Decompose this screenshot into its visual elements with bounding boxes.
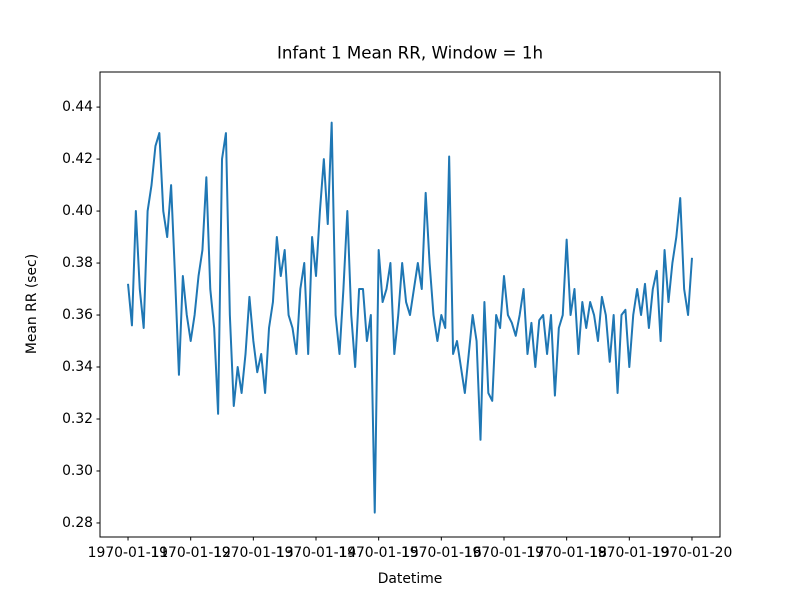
y-tick-label: 0.28 (62, 515, 93, 531)
x-tick-label: 1970-01-18 (526, 545, 607, 561)
chart-title: Infant 1 Mean RR, Window = 1h (277, 43, 543, 63)
y-tick-label: 0.32 (62, 411, 93, 427)
data-line (127, 121, 693, 514)
y-tick-label: 0.40 (62, 203, 93, 219)
y-axis-label: Mean RR (sec) (24, 254, 40, 354)
x-tick-label: 1970-01-12 (150, 545, 231, 561)
x-tick-label: 1970-01-14 (276, 545, 357, 561)
x-tick-label: 1970-01-13 (213, 545, 294, 561)
x-tick-label: 1970-01-15 (338, 545, 419, 561)
x-tick-label: 1970-01-11 (88, 545, 169, 561)
x-axis-label: Datetime (378, 571, 443, 587)
y-tick-label: 0.34 (62, 359, 93, 375)
plot-frame (99, 71, 721, 538)
x-tick-label: 1970-01-19 (589, 545, 670, 561)
x-tick-label: 1970-01-16 (401, 545, 482, 561)
x-tick-label: 1970-01-20 (652, 545, 733, 561)
y-tick-label: 0.42 (62, 151, 93, 167)
x-tick-label: 1970-01-17 (464, 545, 545, 561)
y-tick-label: 0.30 (62, 463, 93, 479)
y-tick-label: 0.36 (62, 307, 93, 323)
y-tick-label: 0.38 (62, 255, 93, 271)
y-tick-label: 0.44 (62, 99, 93, 115)
